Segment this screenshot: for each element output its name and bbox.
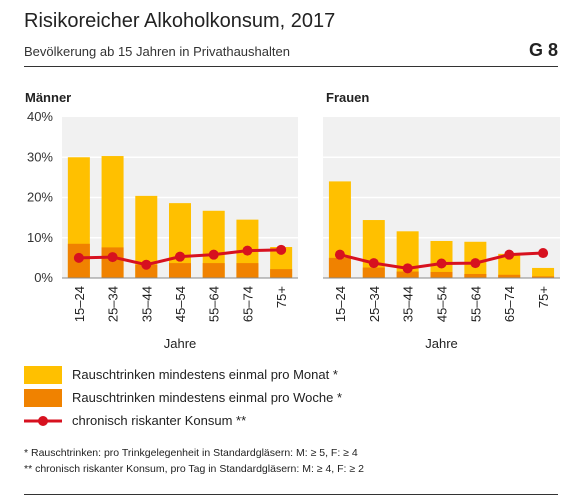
point-chronic — [141, 259, 152, 270]
point-chronic — [73, 252, 84, 263]
x-tick-label: 45–54 — [173, 286, 188, 322]
point-chronic — [175, 251, 185, 262]
chart-subtitle: Bevölkerung ab 15 Jahren in Privathausha… — [24, 44, 290, 59]
x-axis-label-maenner: Jahre — [164, 336, 197, 351]
x-tick-label: 25–34 — [106, 286, 121, 322]
panel-title-frauen: Frauen — [326, 90, 369, 105]
x-tick-label: 35–44 — [401, 286, 416, 322]
bar-weekly — [532, 276, 555, 278]
x-tick-label: 15–24 — [72, 286, 87, 322]
y-tick-label: 30% — [27, 149, 53, 164]
bar-monthly — [135, 195, 158, 278]
panel-title-maenner: Männer — [25, 90, 71, 105]
x-tick-label: 55–64 — [207, 286, 222, 322]
y-tick-label: 10% — [27, 230, 53, 245]
point-chronic — [276, 244, 287, 255]
bar-weekly — [362, 267, 385, 278]
point-chronic — [107, 252, 118, 263]
point-chronic — [402, 263, 413, 274]
bar-weekly — [328, 257, 351, 278]
point-chronic — [208, 249, 219, 260]
bar-weekly — [236, 263, 259, 278]
x-tick-label: 55–64 — [468, 286, 483, 322]
point-chronic — [470, 258, 481, 269]
figure-number: G 8 — [528, 40, 558, 60]
bar-weekly — [464, 273, 487, 278]
bar-weekly — [396, 271, 419, 278]
x-tick-label: 75+ — [274, 286, 289, 308]
chart-title: Risikoreicher Alkoholkonsum, 2017 — [24, 10, 336, 32]
x-tick-label: 65–74 — [240, 286, 255, 322]
bar-weekly — [169, 263, 191, 278]
point-chronic — [538, 248, 549, 259]
legend-label-chronic: chronisch riskanter Konsum ** — [72, 413, 247, 428]
x-tick-label: 25–34 — [367, 286, 382, 322]
bar-weekly — [202, 263, 225, 278]
bar-monthly — [498, 253, 521, 278]
y-tick-label: 20% — [27, 190, 53, 205]
x-axis-label-frauen: Jahre — [425, 336, 458, 351]
point-chronic — [368, 258, 379, 269]
header-divider — [24, 66, 558, 67]
legend-swatch-monthly — [24, 366, 62, 384]
footnote-bingedrinking: * Rauschtrinken: pro Trinkgelegenheit in… — [24, 447, 358, 459]
point-chronic — [504, 249, 515, 260]
x-tick-label: 35–44 — [139, 286, 154, 322]
bar-weekly — [270, 269, 293, 278]
x-tick-label: 75+ — [536, 286, 551, 308]
bar-weekly — [101, 247, 124, 278]
bar-weekly — [430, 271, 453, 278]
y-tick-label: 0% — [34, 270, 53, 285]
point-chronic — [334, 249, 345, 260]
legend-label-monthly: Rauschtrinken mindestens einmal pro Mona… — [72, 367, 338, 382]
legend-swatch-weekly — [24, 389, 62, 407]
bar-weekly — [135, 264, 158, 278]
chart-area: 0% 10% 20% 30% 40% Männer 15–24 25–34 35–44 45–54… — [25, 90, 560, 351]
legend-swatch-chronic — [24, 416, 62, 426]
x-tick-label: 65–74 — [502, 286, 517, 322]
x-tick-label: 45–54 — [435, 286, 450, 322]
bar-weekly — [498, 274, 521, 278]
bar-monthly — [202, 210, 225, 278]
x-tick-label: 15–24 — [333, 286, 348, 322]
y-tick-label: 40% — [27, 109, 53, 124]
bar-monthly — [328, 181, 351, 278]
footnote-chronic: ** chronisch riskanter Konsum, pro Tag i… — [24, 463, 364, 475]
footer-divider — [24, 494, 558, 495]
point-chronic — [242, 245, 253, 256]
point-chronic — [436, 258, 447, 269]
bar-monthly — [532, 267, 555, 278]
legend-label-weekly: Rauschtrinken mindestens einmal pro Woch… — [72, 390, 343, 405]
